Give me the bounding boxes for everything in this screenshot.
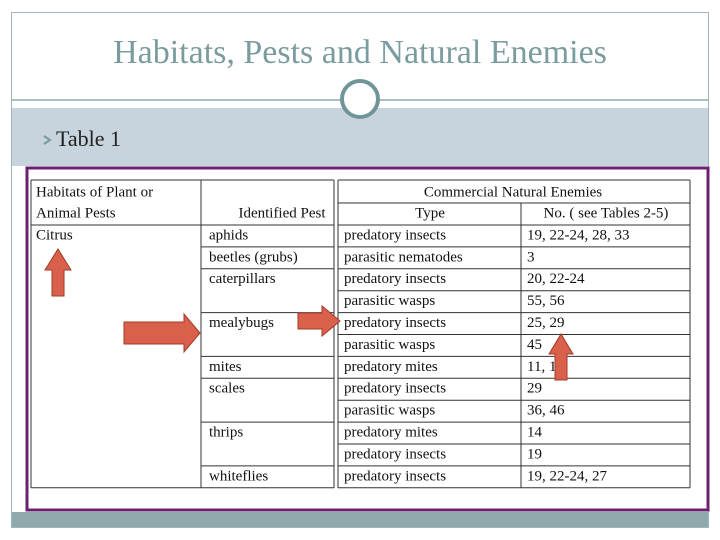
table-cell: parasitic wasps	[344, 403, 435, 419]
slide-title: Habitats, Pests and Natural Enemies	[113, 34, 607, 71]
subtitle: Table 1	[56, 126, 121, 151]
table-cell: parasitic nematodes	[344, 249, 463, 265]
arrow-right	[123, 312, 201, 354]
table-cell: 19	[527, 446, 542, 462]
header-cell: Animal Pests	[36, 205, 116, 221]
table-cell: predatory insects	[344, 381, 446, 397]
table-cell: predatory insects	[344, 227, 446, 243]
table-cell: whiteflies	[209, 468, 268, 484]
table-cell: parasitic wasps	[344, 337, 435, 353]
table-cell: 45	[527, 337, 542, 353]
arrows	[44, 248, 574, 381]
table-cell: 29	[527, 381, 542, 397]
table-cell: 3	[527, 249, 535, 265]
table-cell: predatory insects	[344, 468, 446, 484]
table-cell: 14	[527, 424, 543, 440]
table-cell: Citrus	[36, 227, 73, 243]
table-cell: parasitic wasps	[344, 293, 435, 309]
header-cell: Commercial Natural Enemies	[424, 184, 602, 200]
header-cell: No. ( see Tables 2-5)	[544, 205, 669, 221]
table-cell: 55, 56	[527, 293, 565, 309]
table-cell: predatory mites	[344, 424, 438, 440]
header-cell: Identified Pest	[238, 205, 326, 221]
table-cell: 20, 22-24	[527, 271, 585, 287]
table-cell: 19, 22-24, 28, 33	[527, 227, 630, 243]
table: Habitats of Plant or Animal Pests Identifi…	[30, 179, 691, 489]
arrow-up	[44, 248, 72, 297]
table-cell: mites	[209, 359, 242, 375]
divider-circle	[340, 79, 380, 119]
arrow-up	[548, 333, 574, 381]
table-cell: aphids	[209, 227, 248, 243]
table-cell: scales	[209, 381, 245, 397]
table-cell: caterpillars	[209, 271, 276, 287]
table-cell: beetles (grubs)	[209, 249, 298, 265]
table-cell: predatory insects	[344, 271, 446, 287]
arrow-right	[297, 304, 341, 338]
table-cell: 36, 46	[527, 403, 565, 419]
header-cell: Type	[415, 205, 445, 221]
table-cell: predatory mites	[344, 359, 438, 375]
table-cell: 19, 22-24, 27	[527, 468, 607, 484]
table-cell: predatory insects	[344, 315, 446, 331]
table-cell: predatory insects	[344, 446, 446, 462]
header-cell: Habitats of Plant or	[36, 184, 153, 200]
table-cell: mealybugs	[209, 315, 274, 331]
footer-bar	[12, 512, 708, 527]
table-cell: thrips	[209, 424, 243, 440]
table-cell: 25, 29	[527, 315, 565, 331]
bullet	[43, 135, 52, 145]
